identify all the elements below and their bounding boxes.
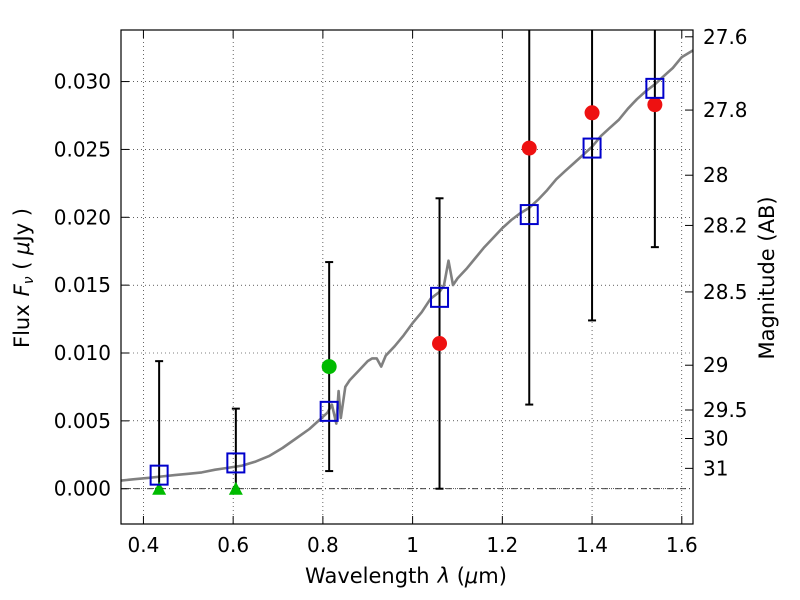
y2-tick-label: 28.5 [703, 280, 748, 304]
y2-axis-label: Magnitude (AB) [755, 196, 779, 359]
y2-tick-label: 27.6 [703, 25, 748, 49]
sed-model-layer [120, 49, 694, 482]
x-tick-label: 0.4 [128, 533, 160, 557]
markers [149, 77, 665, 495]
model-flux-square [645, 77, 665, 99]
x-axis-label: Wavelength λ (μm) [305, 564, 507, 588]
y-tick-label: 0.030 [54, 70, 111, 94]
y2-tick-label: 27.8 [703, 98, 748, 122]
model-flux-square [582, 137, 602, 159]
upper-limit-triangle [152, 481, 167, 495]
y-axis-label: FluxFν ( μJy ) [10, 208, 37, 348]
y-tick-label: 0.000 [54, 477, 111, 501]
observed-red-point [432, 336, 448, 351]
x-tick-label: 1.2 [486, 533, 518, 557]
y2-tick-label: 28 [703, 163, 728, 187]
observed-red-point [521, 140, 537, 156]
y2-tick-label: 31 [703, 456, 728, 480]
upper-limit-triangle [228, 481, 243, 495]
x-tick-label: 1.4 [576, 533, 608, 557]
y2-tick-label: 29.5 [703, 398, 748, 422]
plot-frame [120, 29, 694, 525]
y2-tick-label: 30 [703, 427, 728, 451]
y-tick-label: 0.010 [54, 341, 111, 365]
y-tick-label: 0.015 [54, 273, 111, 297]
x-tick-label: 0.8 [307, 533, 339, 557]
y2-tick-label: 29 [703, 353, 728, 377]
model-flux-square [319, 400, 339, 422]
ticks [121, 30, 693, 524]
sed-model-line [120, 49, 694, 482]
y-tick-label: 0.020 [54, 205, 111, 229]
x-tick-label: 1.6 [666, 533, 698, 557]
x-tick-label: 1 [406, 533, 419, 557]
grid [121, 30, 693, 524]
observed-green-point [321, 359, 337, 375]
tick-labels: 0.4 0.6 0.8 1 1.2 1.4 1.6 0.000 0.005 0.010 0.015 0… [54, 25, 748, 557]
model-flux-square [226, 452, 246, 474]
y2-tick-label: 28.2 [703, 213, 748, 237]
y-tick-label: 0.005 [54, 409, 111, 433]
model-flux-square [430, 286, 450, 308]
observed-red-point [584, 105, 600, 121]
model-flux-square [519, 204, 539, 226]
observed-red-point [647, 97, 663, 113]
model-flux-square [149, 464, 169, 486]
x-tick-label: 0.6 [217, 533, 249, 557]
y-tick-label: 0.025 [54, 137, 111, 161]
